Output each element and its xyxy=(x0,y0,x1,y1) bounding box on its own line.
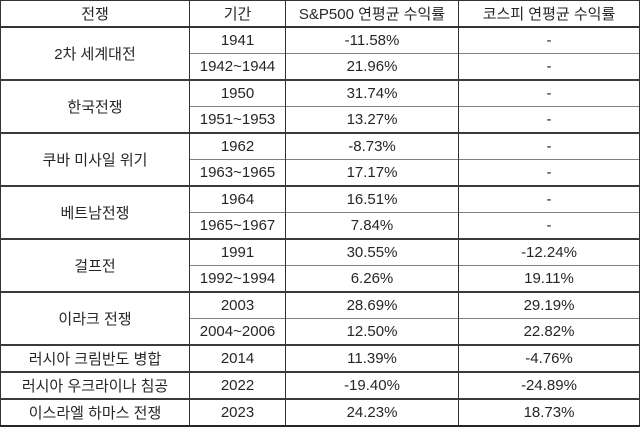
table-row: 이라크 전쟁 2003 28.69% 29.19% xyxy=(0,291,640,345)
table-row: 1992~1994 6.26% 19.11% xyxy=(1,265,640,292)
kospi-return-cell: - xyxy=(458,79,640,107)
table-row: 1965~1967 7.84% - xyxy=(1,212,640,239)
period-cell: 1963~1965 xyxy=(189,159,286,186)
period-cell: 1962 xyxy=(189,132,286,160)
table-row: 러시아 크림반도 병합 2014 11.39% -4.76% xyxy=(0,344,640,372)
kospi-return-cell: - xyxy=(458,132,640,160)
sp500-return-cell: -11.58% xyxy=(285,26,459,54)
period-cell: 1964 xyxy=(189,185,286,213)
period-cell: 2014 xyxy=(189,344,286,372)
sp500-return-cell: 31.74% xyxy=(285,79,459,107)
period-cell: 1950 xyxy=(189,79,286,107)
table-header: 전쟁 기간 S&P500 연평균 수익률 코스피 연평균 수익률 xyxy=(0,0,640,28)
kospi-return-cell: 18.73% xyxy=(458,398,640,426)
table-row: 2004~2006 12.50% 22.82% xyxy=(1,318,640,345)
table-row: 한국전쟁 1950 31.74% - xyxy=(0,79,640,133)
period-cell: 1992~1994 xyxy=(189,265,286,292)
war-name-cell: 러시아 우크라이나 침공 xyxy=(0,371,190,399)
table-row: 베트남전쟁 1964 16.51% - xyxy=(0,185,640,239)
war-name-cell: 이스라엘 하마스 전쟁 xyxy=(0,398,190,426)
table-body: 2차 세계대전 1941 -11.58% -1942~1944 21.96% - 한국전쟁 1… xyxy=(0,26,640,426)
kospi-return-cell: - xyxy=(458,159,640,186)
sp500-return-cell: 28.69% xyxy=(285,291,459,319)
period-cell: 1965~1967 xyxy=(189,212,286,239)
table-row: 이스라엘 하마스 전쟁 2023 24.23% 18.73% xyxy=(0,398,640,426)
war-name-cell: 베트남전쟁 xyxy=(0,185,190,239)
sp500-return-cell: 12.50% xyxy=(285,318,459,345)
header-kospi-return: 코스피 연평균 수익률 xyxy=(458,0,640,28)
sp500-return-cell: -19.40% xyxy=(285,371,459,399)
kospi-return-cell: -12.24% xyxy=(458,238,640,266)
period-cell: 1951~1953 xyxy=(189,106,286,133)
period-cell: 1941 xyxy=(189,26,286,54)
table-row: 걸프전 1991 30.55% -12.24% xyxy=(0,238,640,292)
table-row: 쿠바 미사일 위기 1962 -8.73% - xyxy=(0,132,640,186)
kospi-return-cell: - xyxy=(458,212,640,239)
period-cell: 1942~1944 xyxy=(189,53,286,80)
period-cell: 2003 xyxy=(189,291,286,319)
sp500-return-cell: 17.17% xyxy=(285,159,459,186)
war-name-cell: 러시아 크림반도 병합 xyxy=(0,344,190,372)
war-name-cell: 이라크 전쟁 xyxy=(0,291,190,345)
table-row: 1963~1965 17.17% - xyxy=(1,159,640,186)
war-name-cell: 쿠바 미사일 위기 xyxy=(0,132,190,186)
header-sp500-return: S&P500 연평균 수익률 xyxy=(285,0,459,28)
kospi-return-cell: 29.19% xyxy=(458,291,640,319)
period-cell: 2023 xyxy=(189,398,286,426)
kospi-return-cell: - xyxy=(458,26,640,54)
sp500-return-cell: -8.73% xyxy=(285,132,459,160)
kospi-return-cell: - xyxy=(458,53,640,80)
period-cell: 1991 xyxy=(189,238,286,266)
kospi-return-cell: 22.82% xyxy=(458,318,640,345)
table-row: 2차 세계대전 1941 -11.58% - xyxy=(0,26,640,80)
kospi-return-cell: - xyxy=(458,185,640,213)
sp500-return-cell: 7.84% xyxy=(285,212,459,239)
kospi-return-cell: -4.76% xyxy=(458,344,640,372)
kospi-return-cell: 19.11% xyxy=(458,265,640,292)
table-row: 러시아 우크라이나 침공 2022 -19.40% -24.89% xyxy=(0,371,640,399)
kospi-return-cell: - xyxy=(458,106,640,133)
sp500-return-cell: 11.39% xyxy=(285,344,459,372)
period-cell: 2022 xyxy=(189,371,286,399)
header-war: 전쟁 xyxy=(0,0,190,28)
war-name-cell: 한국전쟁 xyxy=(0,79,190,133)
sp500-return-cell: 24.23% xyxy=(285,398,459,426)
war-name-cell: 걸프전 xyxy=(0,238,190,292)
header-period: 기간 xyxy=(189,0,286,28)
header-row: 전쟁 기간 S&P500 연평균 수익률 코스피 연평균 수익률 xyxy=(0,0,640,28)
sp500-return-cell: 30.55% xyxy=(285,238,459,266)
table-row: 1951~1953 13.27% - xyxy=(1,106,640,133)
kospi-return-cell: -24.89% xyxy=(458,371,640,399)
war-name-cell: 2차 세계대전 xyxy=(0,26,190,80)
sp500-return-cell: 13.27% xyxy=(285,106,459,133)
sp500-return-cell: 16.51% xyxy=(285,185,459,213)
sp500-return-cell: 6.26% xyxy=(285,265,459,292)
sp500-return-cell: 21.96% xyxy=(285,53,459,80)
table-row: 1942~1944 21.96% - xyxy=(1,53,640,80)
period-cell: 2004~2006 xyxy=(189,318,286,345)
